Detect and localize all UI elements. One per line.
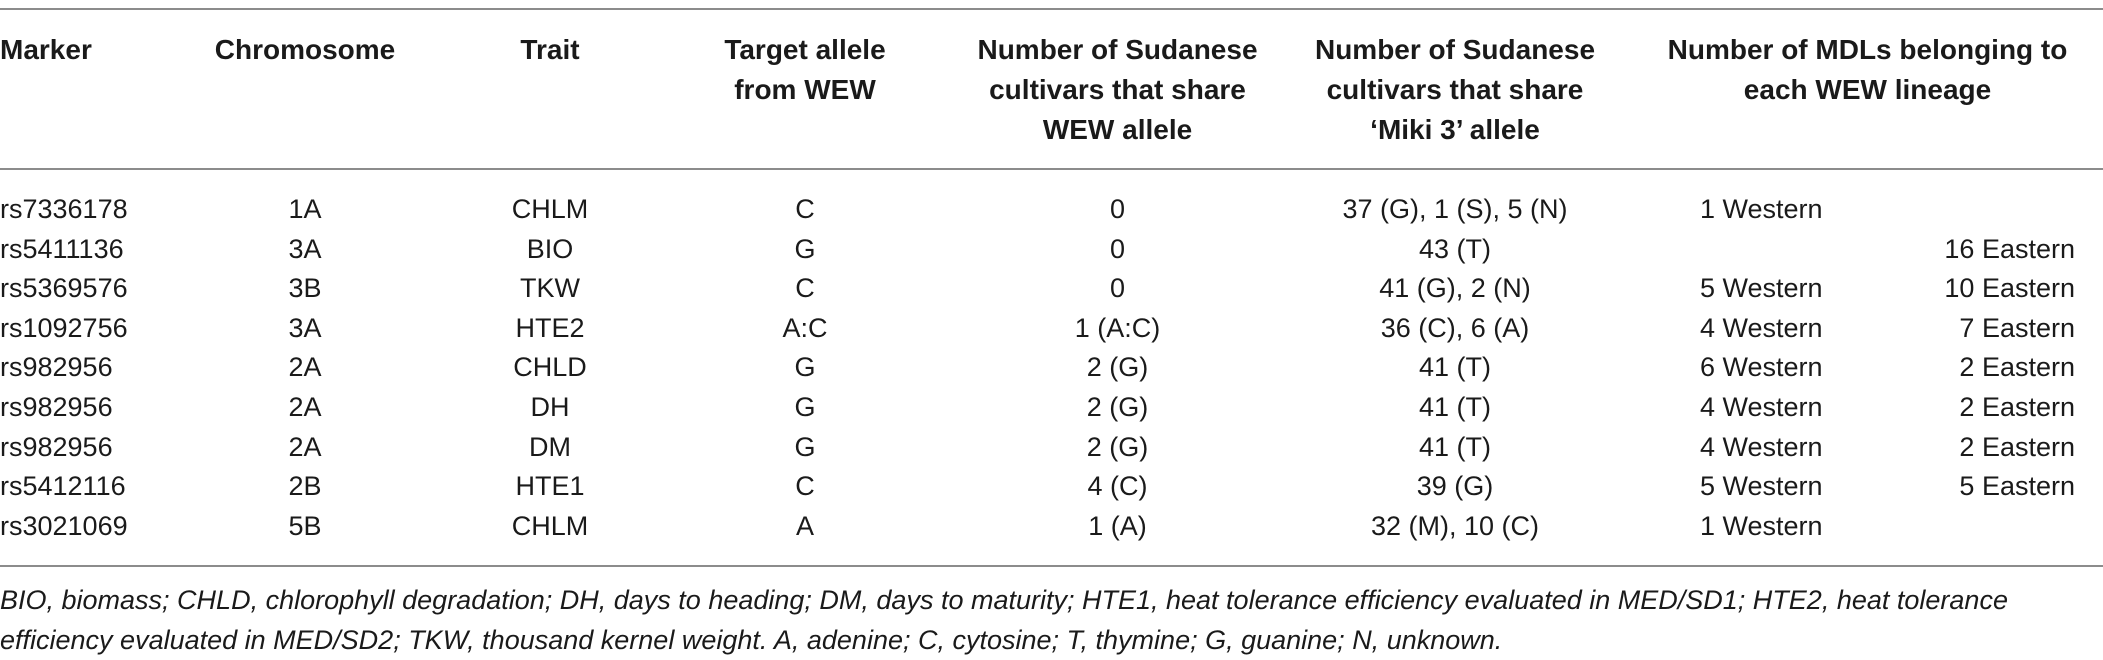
cell-trait: BIO: [526, 233, 574, 264]
cell-sudanese-miki: 32 (M), 10 (C): [1370, 510, 1540, 541]
cell-trait: DH: [530, 392, 570, 422]
cell-marker: rs7336178: [0, 194, 128, 224]
cell-sudanese-wew: 1 (A): [1088, 510, 1147, 541]
cell-chromosome: 3A: [288, 312, 322, 343]
cell-eastern: 2 Eastern: [1959, 431, 2075, 462]
cell-target-allele: A: [795, 510, 814, 541]
cell-sudanese-miki: 41 (G), 2 (N): [1379, 273, 1531, 304]
cell-sudanese-wew: 1 (A:C): [1074, 312, 1161, 343]
cell-marker: rs5369576: [0, 273, 128, 304]
header-sudanese-miki: Number of Sudanese cultivars that share …: [1314, 34, 1596, 145]
cell-trait: CHLM: [511, 194, 589, 224]
header-marker: Marker: [0, 34, 92, 65]
header-target-allele: Target allele from WEW: [724, 34, 886, 105]
cell-marker: rs982956: [0, 392, 113, 422]
cell-eastern: 2 Eastern: [1959, 352, 2075, 383]
cell-chromosome: 2A: [288, 352, 322, 383]
cell-western: 4 Western: [1700, 312, 1823, 343]
cell-sudanese-wew: 0: [1109, 233, 1126, 264]
cell-eastern: 16 Eastern: [1944, 233, 2075, 264]
cell-trait: CHLD: [513, 352, 587, 383]
table-bottom-rule: [0, 565, 2103, 567]
cell-sudanese-miki: 41 (T): [1418, 352, 1491, 383]
cell-marker: rs5412116: [0, 471, 126, 502]
cell-western: 5 Western: [1700, 273, 1823, 304]
cell-chromosome: 3A: [288, 233, 322, 264]
cell-sudanese-wew: 2 (G): [1086, 392, 1149, 422]
cell-eastern: 5 Eastern: [1959, 471, 2075, 502]
header-mdls: Number of MDLs belonging to each WEW lin…: [1667, 34, 2068, 105]
cell-trait: HTE1: [515, 471, 585, 502]
cell-western: 1 Western: [1700, 194, 1823, 224]
header-sudanese-wew: Number of Sudanese cultivars that share …: [977, 34, 1258, 145]
cell-sudanese-wew: 0: [1109, 273, 1126, 304]
header-chromosome: Chromosome: [214, 34, 396, 65]
cell-western: 5 Western: [1700, 471, 1823, 502]
cell-target-allele: G: [794, 392, 816, 422]
cell-sudanese-wew: 2 (G): [1086, 352, 1149, 383]
cell-sudanese-miki: 41 (T): [1418, 431, 1491, 462]
header-rule: [0, 168, 2103, 170]
cell-marker: rs982956: [0, 352, 113, 383]
cell-sudanese-miki: 41 (T): [1418, 392, 1491, 422]
cell-target-allele: C: [795, 273, 815, 304]
cell-western: 6 Western: [1700, 352, 1823, 383]
cell-sudanese-wew: 0: [1109, 194, 1126, 224]
cell-target-allele: G: [794, 233, 816, 264]
cell-target-allele: C: [795, 194, 815, 224]
cell-sudanese-wew: 4 (C): [1087, 471, 1148, 502]
cell-western: 1 Western: [1700, 510, 1823, 541]
cell-sudanese-wew: 2 (G): [1086, 431, 1149, 462]
cell-eastern: 7 Eastern: [1959, 312, 2075, 343]
cell-chromosome: 5B: [288, 510, 322, 541]
cell-sudanese-miki: 36 (C), 6 (A): [1380, 312, 1530, 343]
cell-target-allele: G: [794, 352, 816, 383]
cell-western: 4 Western: [1700, 392, 1823, 422]
cell-marker: rs3021069: [0, 510, 128, 541]
cell-target-allele: C: [795, 471, 815, 502]
cell-marker: rs1092756: [0, 312, 128, 343]
cell-trait: HTE2: [515, 312, 585, 343]
table-footnote: BIO, biomass; CHLD, chlorophyll degradat…: [0, 585, 2008, 655]
cell-trait: TKW: [520, 273, 580, 304]
cell-trait: CHLM: [511, 510, 589, 541]
cell-western: 4 Western: [1700, 431, 1823, 462]
header-trait: Trait: [520, 34, 580, 65]
cell-marker: rs982956: [0, 431, 113, 462]
cell-sudanese-miki: 43 (T): [1418, 233, 1491, 264]
cell-eastern: 10 Eastern: [1944, 273, 2075, 304]
cell-sudanese-miki: 37 (G), 1 (S), 5 (N): [1342, 194, 1568, 224]
cell-target-allele: A:C: [782, 312, 828, 343]
table-top-rule: [0, 8, 2103, 10]
cell-chromosome: 2A: [288, 431, 322, 462]
cell-chromosome: 3B: [288, 273, 322, 304]
cell-trait: DM: [529, 431, 571, 462]
cell-eastern: 2 Eastern: [1959, 392, 2075, 422]
cell-marker: rs5411136: [0, 233, 124, 264]
cell-chromosome: 2A: [288, 392, 322, 422]
cell-target-allele: G: [794, 431, 816, 462]
cell-chromosome: 1A: [288, 194, 322, 224]
cell-sudanese-miki: 39 (G): [1416, 471, 1494, 502]
cell-chromosome: 2B: [288, 471, 322, 502]
